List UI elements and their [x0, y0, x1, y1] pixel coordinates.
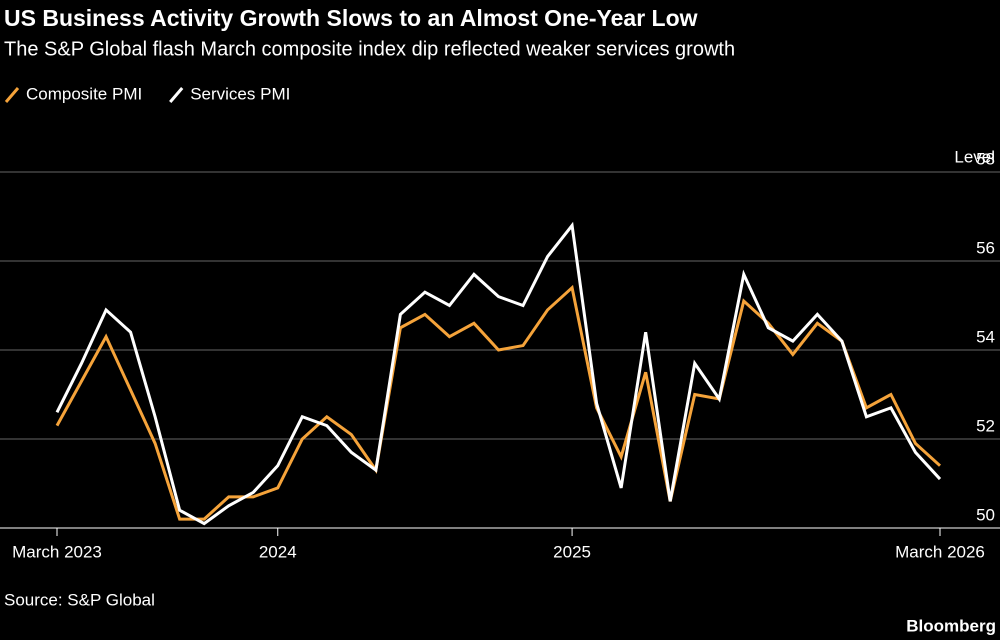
chart-subtitle: The S&P Global flash March composite ind…: [4, 38, 735, 60]
x-tick-label: March 2026: [895, 542, 985, 561]
series-line: [55, 221, 942, 526]
y-tick-label: 52: [976, 416, 995, 435]
y-axis-label: Level: [954, 147, 995, 166]
brand: Bloomberg: [906, 616, 996, 635]
source: Source: S&P Global: [4, 590, 155, 609]
legend-swatch: [169, 87, 184, 103]
series-line: [55, 284, 942, 521]
x-tick-label: 2024: [259, 542, 297, 561]
y-tick-label: 50: [976, 505, 995, 524]
legend-label: Composite PMI: [26, 84, 142, 103]
x-tick-label: March 2023: [12, 542, 102, 561]
y-tick-label: 54: [976, 327, 995, 346]
legend-label: Services PMI: [190, 84, 290, 103]
y-tick-label: 58: [976, 149, 995, 168]
legend-swatch: [4, 87, 20, 103]
chart-title: US Business Activity Growth Slows to an …: [4, 5, 698, 31]
y-tick-label: 56: [976, 238, 995, 257]
x-tick-label: 2025: [553, 542, 591, 561]
